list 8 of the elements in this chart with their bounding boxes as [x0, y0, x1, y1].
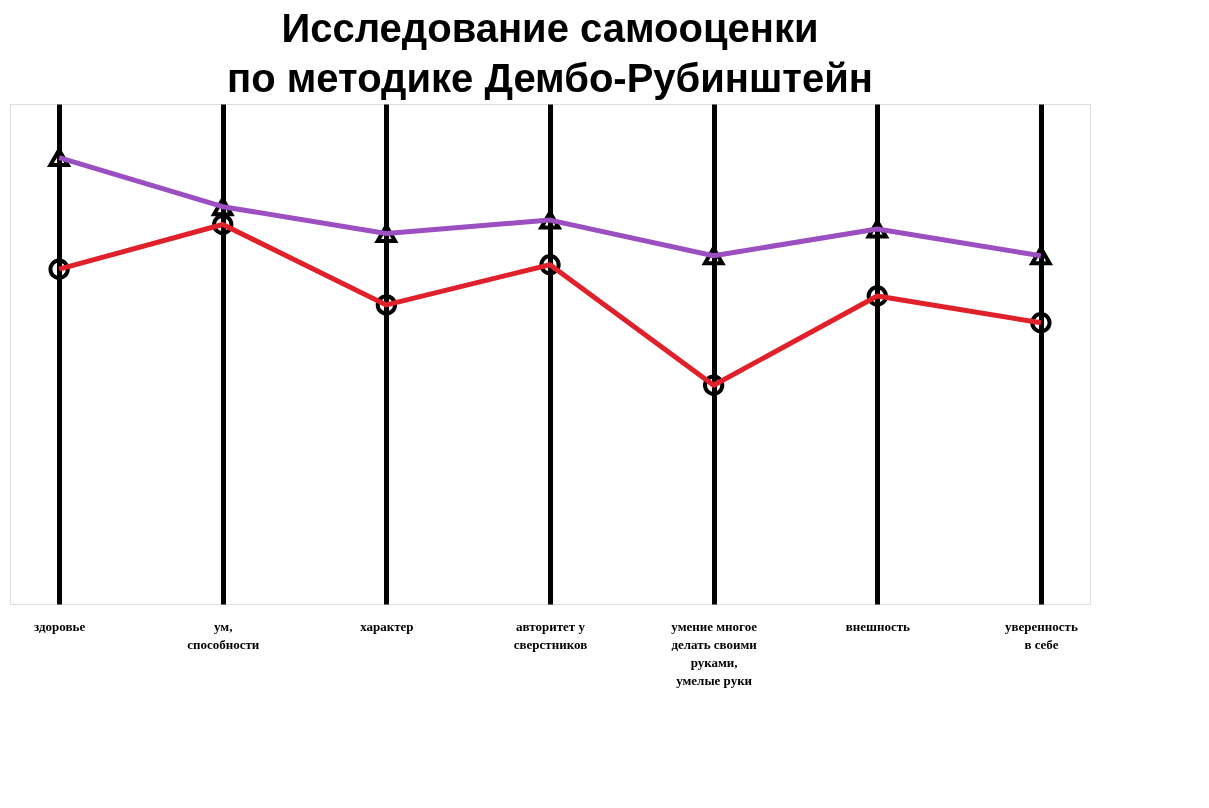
- x-tick-label: внешность: [845, 618, 911, 634]
- x-tick-label: здоровье: [34, 618, 86, 634]
- x-tick-label: ум, способности: [187, 618, 260, 652]
- x-tick-label: характер: [360, 618, 414, 634]
- x-tick-label: уверенность в себе: [1005, 618, 1078, 652]
- x-tick-label: умение многое делать своими руками, умелые руки: [671, 618, 758, 688]
- x-tick-label: авторитет у сверстников: [513, 618, 588, 652]
- chart-title: Исследование самооценки по методике Дембо-Рубинштейн: [227, 6, 873, 100]
